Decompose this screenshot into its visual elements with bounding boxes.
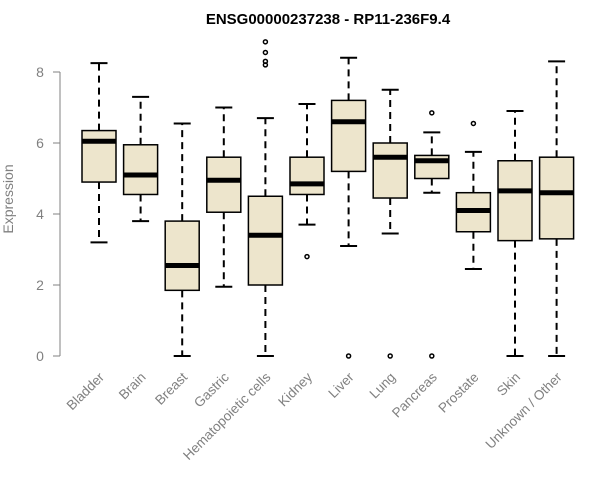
- outlier-point: [429, 353, 435, 359]
- outlier-point: [262, 49, 269, 56]
- x-tick-label: Liver: [325, 369, 357, 401]
- box-prostate: [455, 120, 492, 271]
- box-bladder: [81, 62, 117, 244]
- x-tick-label: Gastric: [191, 369, 232, 410]
- box-skin: [497, 110, 533, 357]
- x-tick-label: Kidney: [275, 369, 315, 409]
- box-iqr: [372, 142, 408, 199]
- y-axis-label: Expression: [0, 164, 16, 233]
- outlier-point: [470, 120, 477, 127]
- y-tick-label: 8: [36, 64, 44, 80]
- box-iqr: [122, 144, 159, 196]
- outlier-point: [262, 58, 269, 65]
- outlier-point: [387, 353, 393, 359]
- box-iqr: [538, 156, 575, 240]
- box-hematopoietic-cells: [247, 39, 284, 357]
- x-tick-label: Lung: [366, 370, 398, 402]
- x-tick-label: Skin: [494, 370, 523, 399]
- x-tick-label: Prostate: [435, 370, 481, 416]
- box-iqr: [247, 195, 284, 286]
- box-breast: [164, 122, 200, 357]
- box-iqr: [330, 99, 367, 173]
- box-iqr: [289, 156, 325, 196]
- y-tick-label: 2: [36, 277, 44, 293]
- outlier-point: [429, 110, 435, 116]
- box-iqr: [81, 129, 117, 183]
- y-tick-label: 4: [36, 206, 44, 222]
- y-axis: 0 2 4 6 8: [36, 64, 61, 364]
- chart-title: ENSG00000237238 - RP11-236F9.4: [206, 11, 451, 28]
- box-iqr: [206, 156, 242, 213]
- box-gastric: [206, 106, 242, 288]
- outlier-point: [304, 253, 310, 260]
- x-tick-label: Breast: [152, 369, 190, 407]
- y-tick-label: 6: [36, 135, 44, 151]
- outlier-point: [262, 39, 269, 45]
- box-iqr: [497, 160, 533, 242]
- x-tick-label: Bladder: [64, 369, 108, 413]
- box-kidney: [289, 102, 325, 260]
- box-brain: [122, 95, 159, 223]
- box-iqr: [164, 220, 200, 292]
- box-lung: [372, 88, 408, 359]
- outlier-point: [345, 353, 352, 359]
- x-tick-label: Unknown / Other: [482, 369, 565, 452]
- y-tick-label: 0: [36, 348, 44, 364]
- box-liver: [330, 56, 367, 359]
- x-tick-label: Brain: [116, 370, 149, 403]
- x-tick-label: Pancreas: [389, 369, 440, 420]
- plot-area: [81, 39, 575, 359]
- box-pancreas: [414, 110, 450, 359]
- box-unknown-other: [538, 60, 575, 357]
